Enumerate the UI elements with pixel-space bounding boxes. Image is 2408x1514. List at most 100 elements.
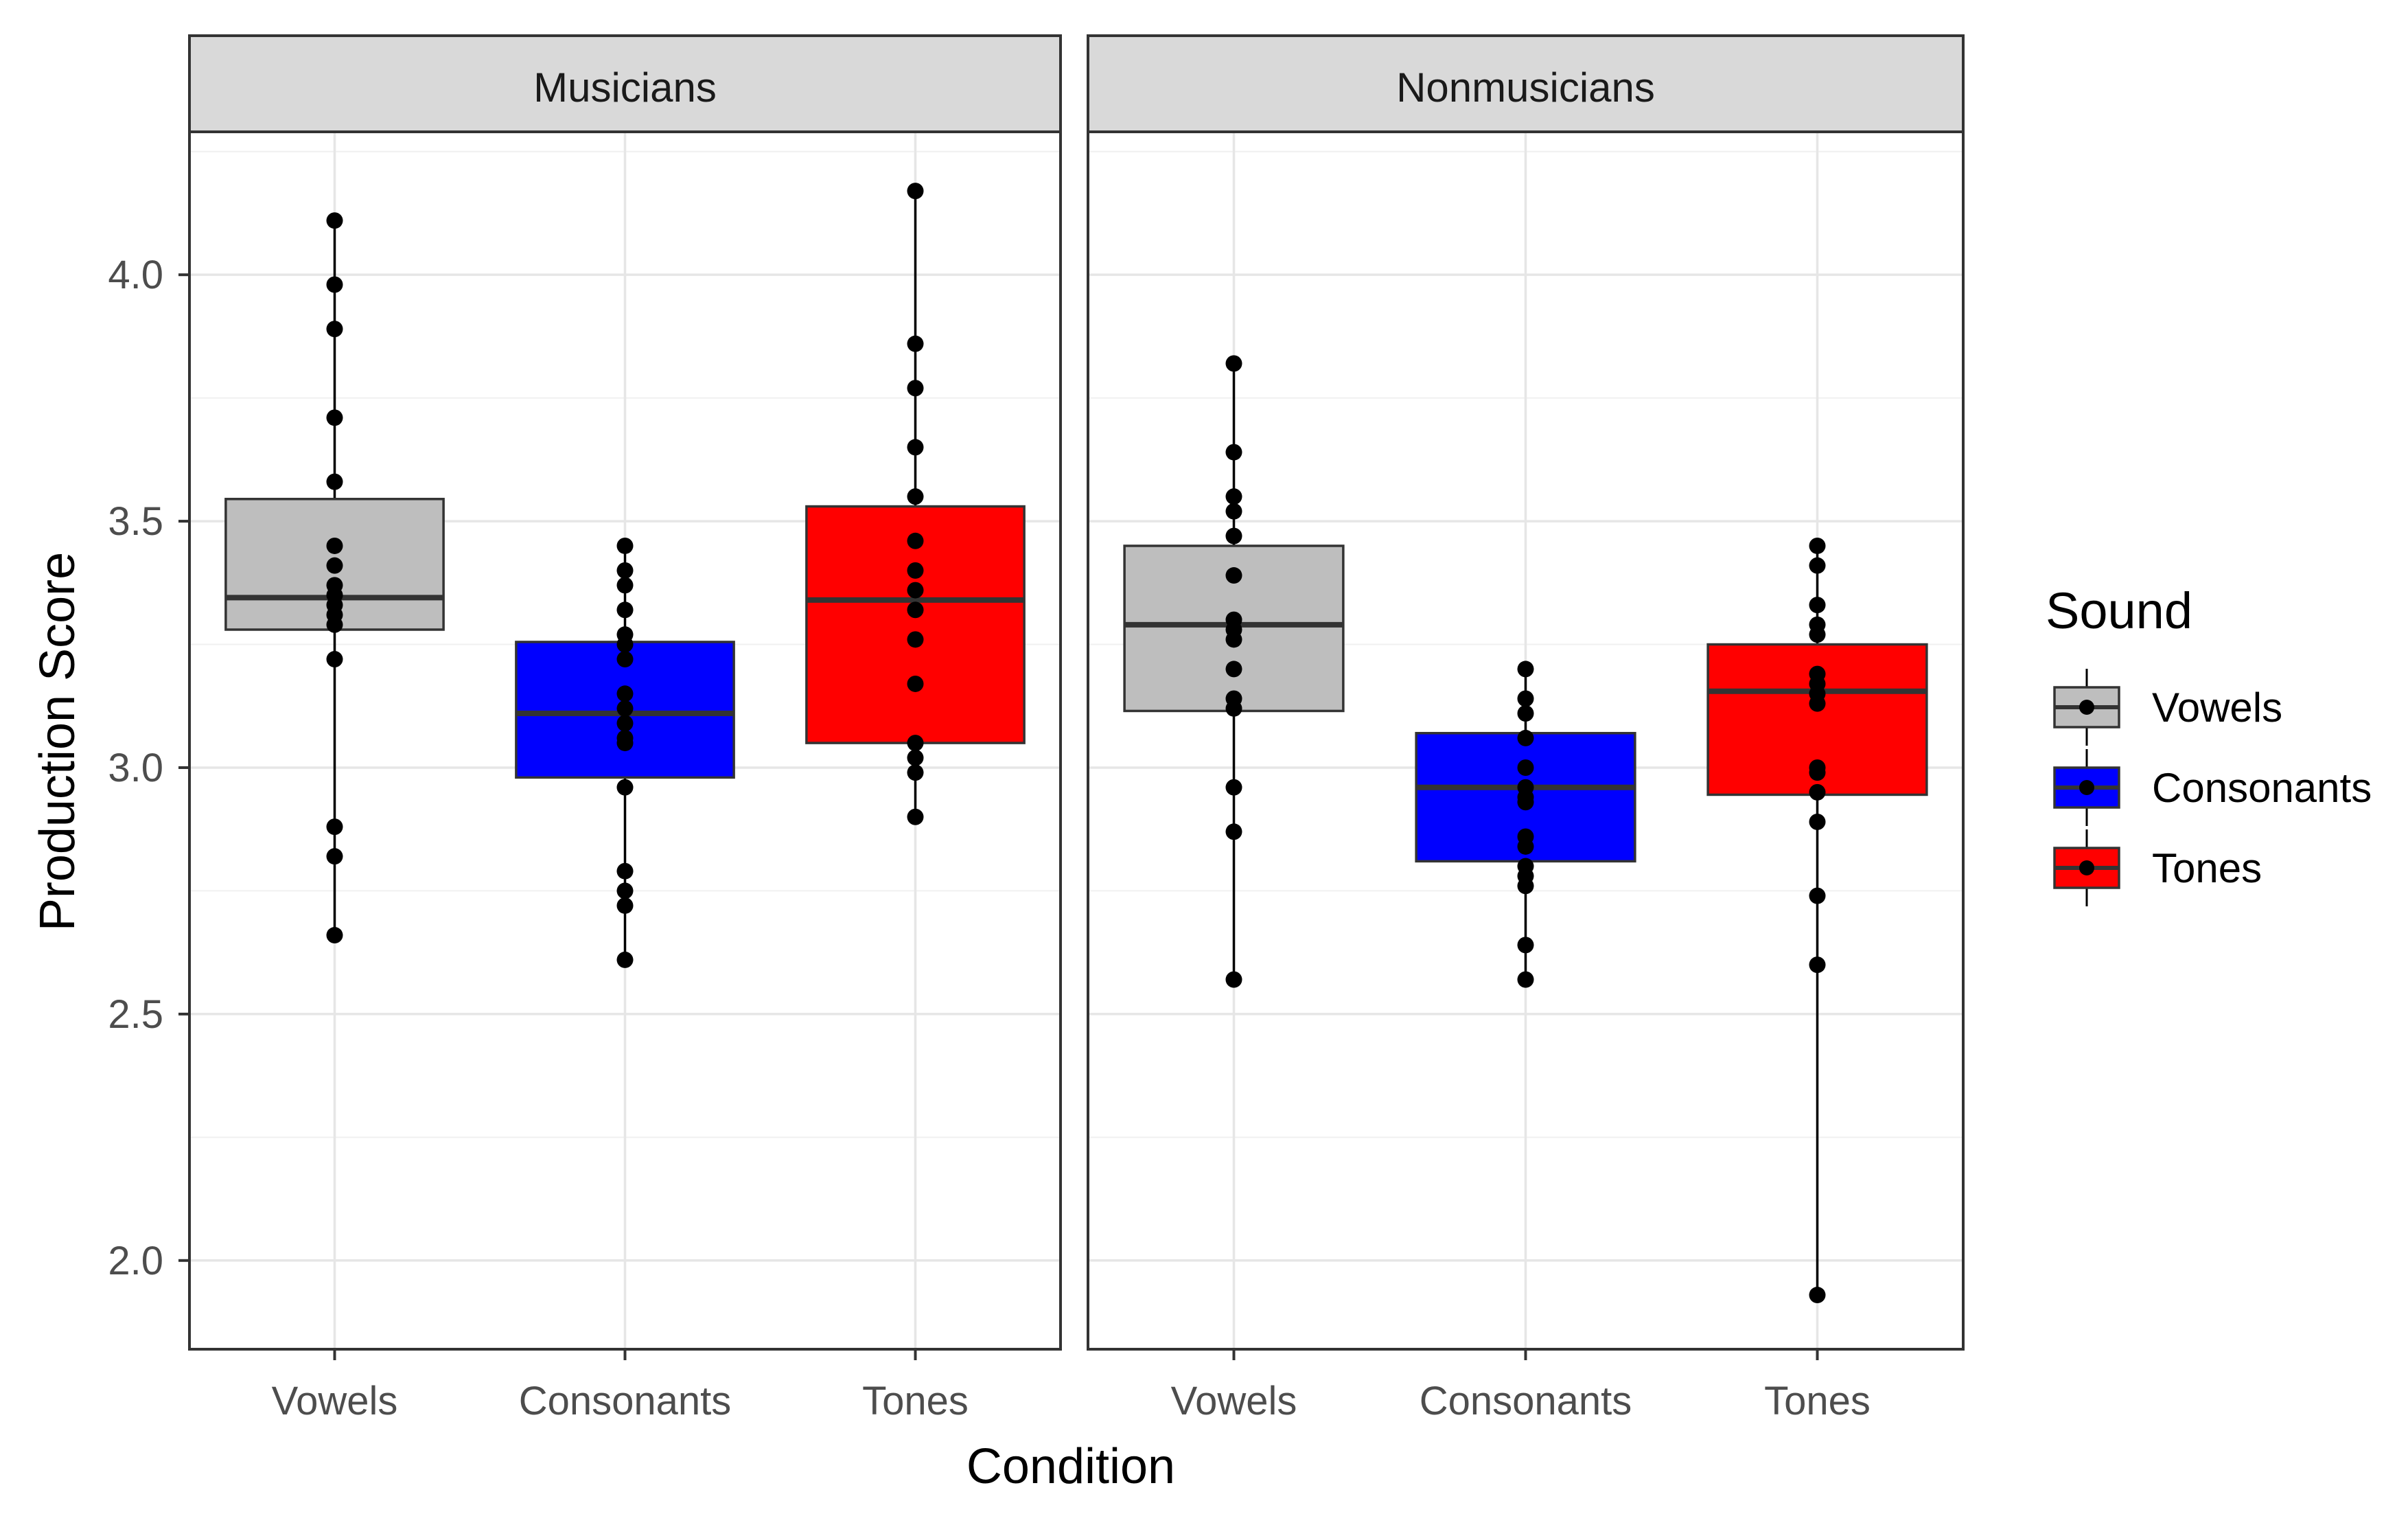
y-tick-label: 4.0	[108, 253, 163, 297]
data-point	[616, 897, 634, 914]
data-point	[907, 439, 924, 456]
data-point	[616, 862, 634, 880]
panel-strip	[1087, 34, 1965, 133]
data-point	[326, 409, 343, 426]
data-point	[907, 631, 924, 648]
legend-key-vowels	[2053, 669, 2120, 746]
data-point	[326, 616, 343, 633]
group-consonants	[515, 537, 735, 968]
data-point	[1225, 527, 1242, 544]
data-point	[326, 321, 343, 338]
legend: Sound Vowels Consonants Tones	[2046, 582, 2372, 906]
panel-strip	[188, 34, 1062, 133]
data-point	[616, 636, 634, 653]
panel-strip-label: Nonmusicians	[1396, 65, 1655, 111]
data-point	[1517, 971, 1534, 988]
panel-nonmusicians: Nonmusicians Vowels Consonants Tones	[1087, 34, 1965, 1423]
data-point	[326, 212, 343, 229]
legend-key-point	[2079, 780, 2094, 795]
group-tones	[805, 183, 1026, 825]
data-point	[1517, 937, 1534, 954]
data-point	[616, 735, 634, 752]
data-point	[1809, 956, 1826, 974]
data-point	[616, 651, 634, 668]
data-point	[1517, 661, 1534, 678]
x-tick-label: Consonants	[1420, 1379, 1632, 1423]
data-point	[1809, 597, 1826, 614]
data-point	[907, 582, 924, 599]
data-point	[1225, 444, 1242, 461]
data-point	[907, 764, 924, 781]
data-point	[616, 537, 634, 554]
data-point	[1809, 537, 1826, 554]
legend-key-tones	[2053, 829, 2120, 906]
data-point	[907, 808, 924, 825]
data-point	[907, 488, 924, 505]
data-point	[907, 380, 924, 397]
data-point	[1809, 887, 1826, 904]
data-point	[907, 532, 924, 549]
data-point	[1517, 794, 1534, 811]
y-tick-label: 2.5	[108, 992, 163, 1037]
y-tick-label: 3.5	[108, 499, 163, 544]
data-point	[907, 183, 924, 200]
data-point	[1517, 878, 1534, 895]
legend-key-consonants	[2053, 749, 2120, 826]
group-tones	[1706, 537, 1928, 1304]
data-point	[616, 779, 634, 796]
x-tick-label: Tones	[1764, 1379, 1871, 1423]
group-vowels	[224, 212, 445, 944]
y-axis-title: Production Score	[30, 552, 85, 931]
data-point	[1809, 557, 1826, 574]
x-tick-label: Vowels	[1171, 1379, 1297, 1423]
data-point	[326, 557, 343, 574]
data-point	[1809, 695, 1826, 712]
group-vowels	[1123, 355, 1345, 988]
data-point	[1517, 759, 1534, 776]
data-point	[1809, 626, 1826, 643]
x-axis-title: Condition	[966, 1439, 1175, 1494]
data-point	[616, 562, 634, 579]
data-point	[616, 577, 634, 594]
data-point	[907, 562, 924, 579]
y-axis: 2.0 2.5 3.0 3.5 4.0	[108, 253, 189, 1283]
panel-strip-label: Musicians	[533, 65, 717, 111]
data-point	[616, 951, 634, 968]
y-tick-label: 3.0	[108, 746, 163, 790]
data-point	[616, 685, 634, 702]
data-point	[1225, 631, 1242, 648]
x-tick-label: Vowels	[272, 1379, 398, 1423]
data-point	[1225, 779, 1242, 796]
data-point	[907, 675, 924, 692]
data-point	[1809, 1287, 1826, 1304]
data-point	[616, 700, 634, 717]
data-point	[1517, 729, 1534, 746]
data-point	[907, 601, 924, 619]
y-tick-label: 2.0	[108, 1239, 163, 1283]
data-point	[326, 651, 343, 668]
data-point	[326, 848, 343, 865]
data-point	[616, 601, 634, 619]
data-point	[1225, 700, 1242, 717]
data-point	[907, 335, 924, 352]
data-point	[1809, 764, 1826, 781]
data-point	[1225, 971, 1242, 988]
legend-key-point	[2079, 700, 2094, 715]
panel-musicians: Musicians Vowels Consonants Tones	[188, 34, 1062, 1423]
legend-label-consonants: Consonants	[2152, 765, 2372, 811]
legend-label-tones: Tones	[2152, 845, 2262, 891]
data-point	[907, 735, 924, 752]
data-point	[1517, 705, 1534, 722]
data-point	[1225, 823, 1242, 840]
data-point	[616, 882, 634, 899]
data-point	[907, 749, 924, 766]
legend-label-vowels: Vowels	[2152, 685, 2282, 731]
data-point	[1517, 690, 1534, 707]
data-point	[1809, 783, 1826, 801]
group-consonants	[1415, 661, 1636, 988]
x-tick-label: Consonants	[519, 1379, 732, 1423]
data-point	[1225, 488, 1242, 505]
x-tick-label: Tones	[862, 1379, 969, 1423]
data-point	[326, 473, 343, 490]
